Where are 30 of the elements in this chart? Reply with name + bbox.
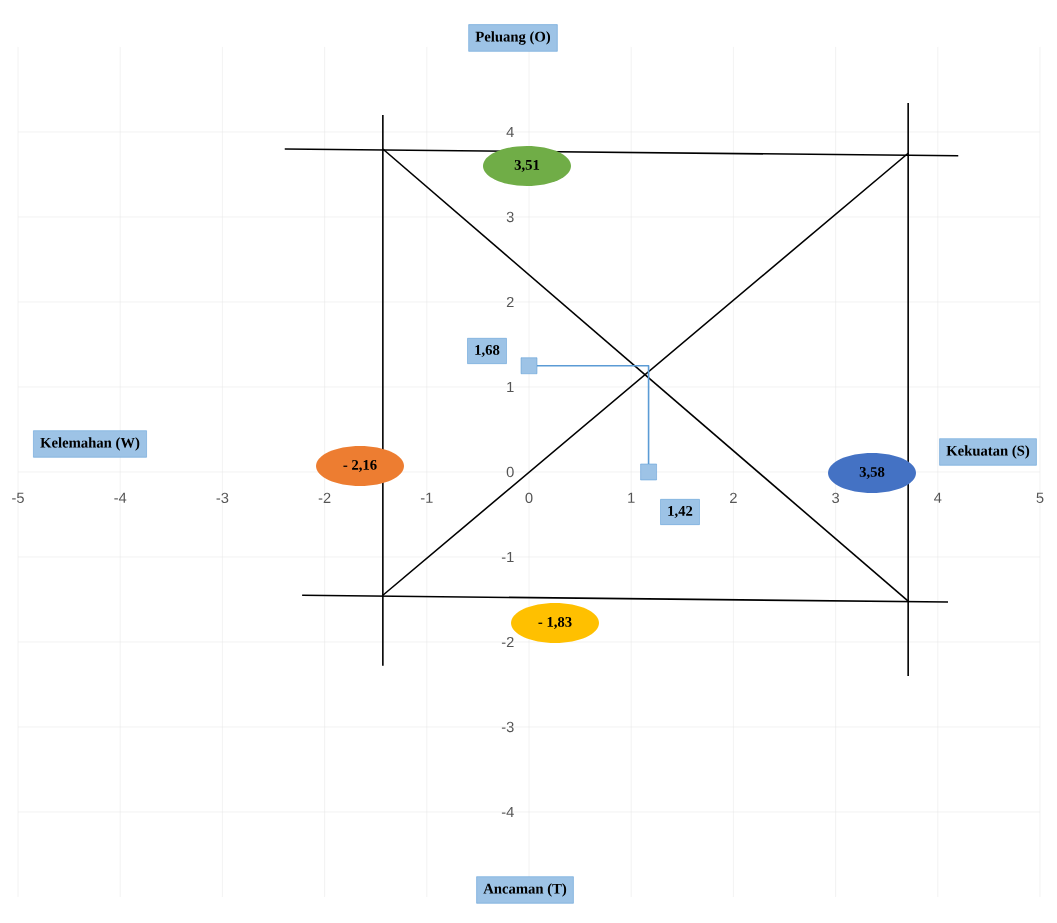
text: Peluang (O) <box>475 31 551 45</box>
y-tick-label: -1 <box>501 551 514 563</box>
y-tick-label: 4 <box>506 126 514 138</box>
x-tick-label: -2 <box>318 492 331 503</box>
y-tick-label: 1 <box>507 381 514 393</box>
x-tick-label: -4 <box>114 492 127 503</box>
x-tick-label: -3 <box>216 492 229 504</box>
x-tick-label: 5 <box>1036 492 1044 503</box>
annotation: Kekuatan (S) <box>946 445 1030 459</box>
x-tick-label: 0 <box>525 492 533 504</box>
x-tick-label: -1 <box>420 492 433 503</box>
x-tick-label: 1 <box>628 492 635 503</box>
annotation: 1,68 <box>475 344 500 357</box>
annotation: 1,42 <box>668 506 693 518</box>
annotation: Ancaman (T) <box>483 883 567 897</box>
annotation: 3,51 <box>514 160 540 172</box>
x-tick-label: 3 <box>832 492 840 504</box>
x-tick-label: 4 <box>934 492 942 503</box>
y-tick-label: 2 <box>506 296 514 308</box>
annotation: - 2,16 <box>343 460 377 472</box>
annotation: Kelemahan (W) <box>40 437 140 451</box>
y-tick-label: 0 <box>506 466 514 478</box>
y-tick-label: -2 <box>501 636 514 648</box>
y-tick-label: -4 <box>501 806 514 818</box>
annotation: 3,58 <box>859 466 885 480</box>
y-tick-label: 3 <box>506 211 514 223</box>
x-tick-label: 2 <box>730 492 737 503</box>
annotation: - 1,83 <box>538 616 572 630</box>
x-tick-label: -5 <box>12 492 24 503</box>
y-tick-label: -3 <box>501 721 514 733</box>
